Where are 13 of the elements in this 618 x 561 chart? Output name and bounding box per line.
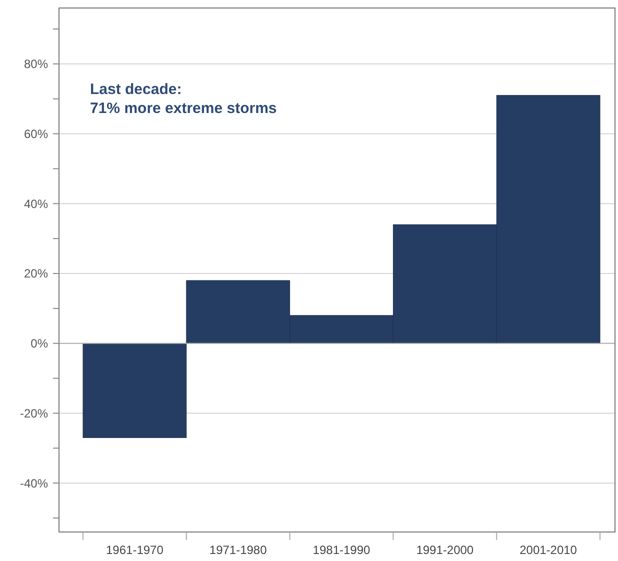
x-tick-label: 2001-2010 xyxy=(520,543,578,557)
x-tick-label: 1991-2000 xyxy=(416,543,474,557)
y-tick-label: 60% xyxy=(24,126,48,141)
x-tick-label: 1961-1970 xyxy=(106,543,164,557)
annotation: Last decade: 71% more extreme storms xyxy=(90,81,277,117)
y-tick-label: -20% xyxy=(20,406,48,420)
x-tick-label: 1981-1990 xyxy=(312,543,371,557)
y-tick-label: 40% xyxy=(24,196,48,211)
y-tick-label: 0% xyxy=(30,336,48,351)
y-tick-label: -40% xyxy=(20,476,48,490)
x-tick-label: 1971-1980 xyxy=(209,543,268,557)
y-tick-label: 80% xyxy=(24,57,48,72)
y-tick-label: 20% xyxy=(24,266,48,281)
